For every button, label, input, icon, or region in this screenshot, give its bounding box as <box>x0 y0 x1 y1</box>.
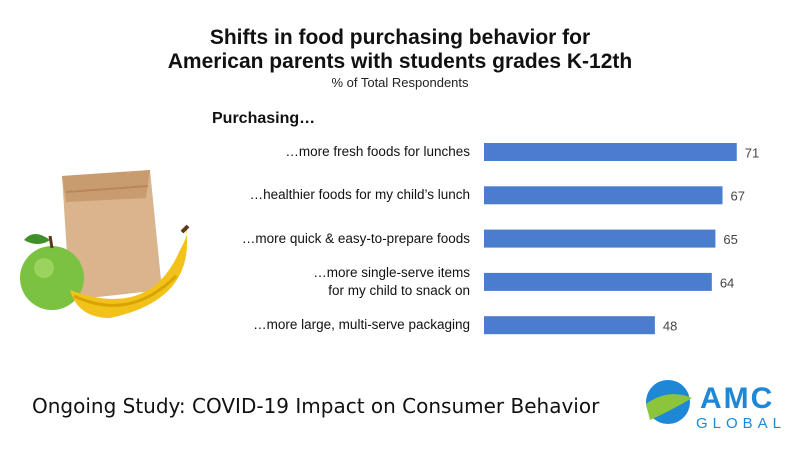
chart-title: Shifts in food purchasing behavior for A… <box>167 26 633 73</box>
bar <box>484 186 723 205</box>
category-label: …more quick & easy-to-prepare foods <box>241 230 470 246</box>
value-label: 64 <box>720 275 734 290</box>
category-label: …more fresh foods for lunches <box>285 144 470 159</box>
category-label: …more single-serve items for my child to… <box>313 264 470 298</box>
bar <box>484 229 716 248</box>
category-label: …more large, multi-serve packaging <box>253 317 470 333</box>
value-label: 65 <box>723 232 737 247</box>
chart-subtitle: % of Total Respondents <box>331 75 469 90</box>
footer: Ongoing Study: COVID-19 Impact on Consum… <box>32 394 600 418</box>
value-label: 67 <box>731 189 745 204</box>
value-label: 48 <box>663 319 677 334</box>
bar <box>484 316 655 335</box>
logo-mark <box>646 380 692 424</box>
value-label: 71 <box>745 145 759 160</box>
illustration <box>20 170 190 318</box>
logo-name: AMC <box>700 382 774 415</box>
category-header: Purchasing… <box>212 110 316 127</box>
bar <box>484 272 712 291</box>
bar <box>484 143 737 161</box>
category-label: …healthier foods for my child’s lunch <box>249 187 470 203</box>
logo-tagline: GLOBAL <box>696 415 786 432</box>
